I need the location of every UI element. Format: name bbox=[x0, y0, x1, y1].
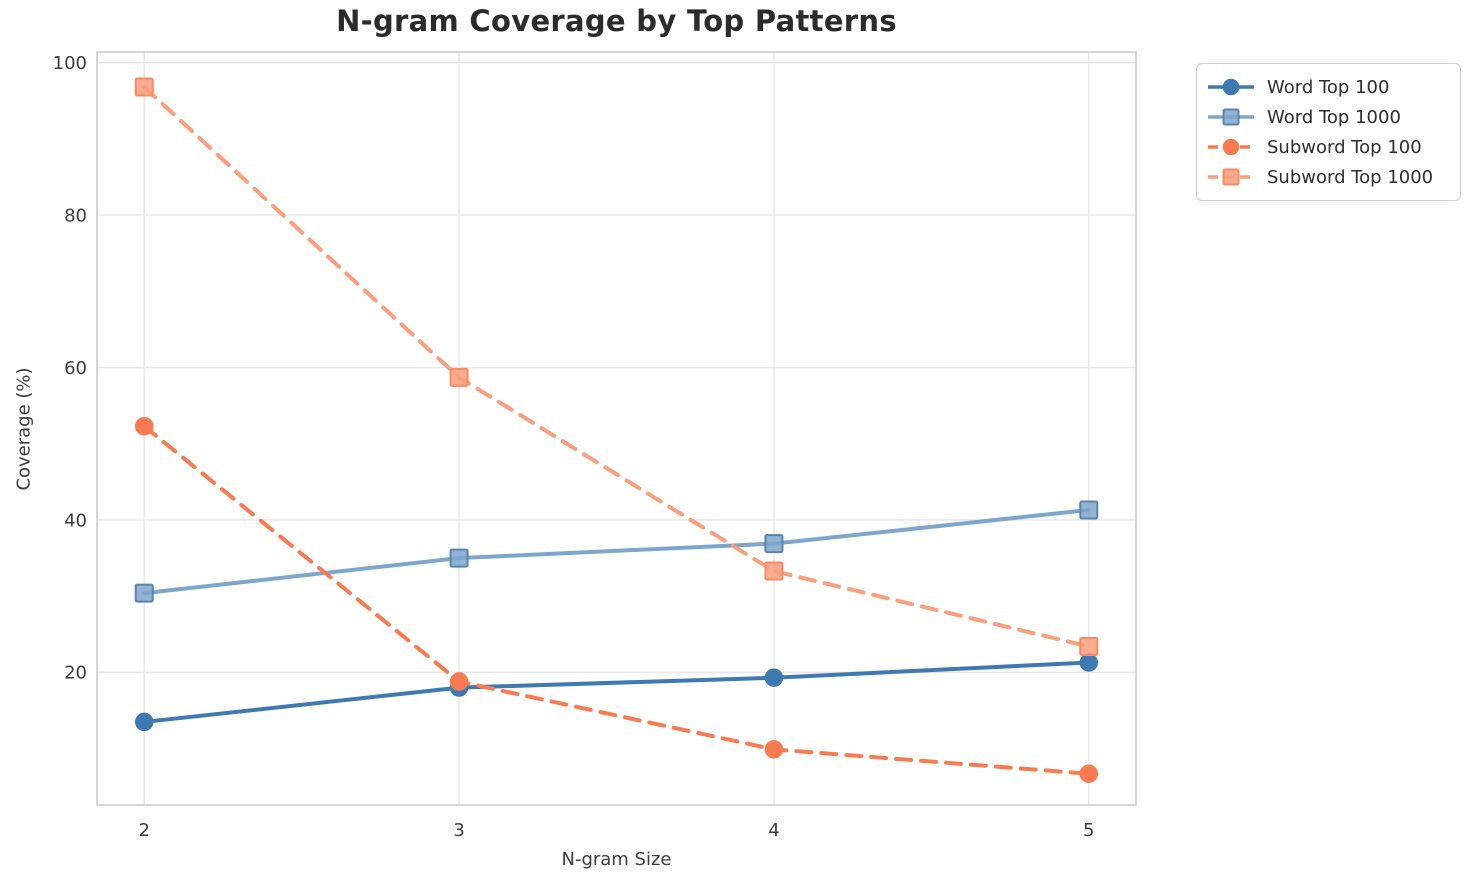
y-tick-label: 40 bbox=[64, 510, 87, 531]
legend-label: Subword Top 1000 bbox=[1267, 166, 1434, 188]
data-point-marker bbox=[1079, 500, 1099, 520]
x-axis-label: N-gram Size bbox=[561, 849, 672, 870]
legend-box: Word Top 100 Word Top 1000 Subword Top 100… bbox=[1196, 63, 1461, 201]
chart-title: N-gram Coverage by Top Patterns bbox=[336, 4, 897, 38]
y-tick-label: 80 bbox=[64, 205, 87, 226]
legend-square-marker-icon bbox=[1208, 168, 1254, 186]
legend-label: Word Top 1000 bbox=[1267, 106, 1401, 128]
legend-circle-marker-icon bbox=[1208, 138, 1254, 156]
data-point-marker bbox=[764, 740, 784, 759]
data-point-marker bbox=[1079, 653, 1099, 672]
data-point-marker bbox=[764, 534, 784, 554]
legend-label: Subword Top 100 bbox=[1267, 136, 1422, 158]
data-point-marker bbox=[134, 583, 154, 603]
legend-circle-marker-icon bbox=[1208, 78, 1254, 96]
y-tick-label: 20 bbox=[64, 663, 87, 684]
y-axis-label: Coverage (%) bbox=[13, 367, 35, 491]
data-point-marker bbox=[1079, 636, 1099, 656]
data-point-marker bbox=[449, 548, 469, 568]
x-tick-label: 2 bbox=[139, 820, 150, 841]
data-point-marker bbox=[134, 77, 154, 97]
data-point-marker bbox=[764, 561, 784, 581]
x-tick-label: 3 bbox=[453, 820, 464, 841]
data-point-marker bbox=[449, 672, 469, 691]
series-line-subword-top-1000 bbox=[142, 85, 1091, 649]
data-point-marker bbox=[764, 668, 784, 687]
series-line-word-top-100 bbox=[142, 660, 1091, 724]
data-point-marker bbox=[449, 367, 469, 387]
y-tick-label: 60 bbox=[64, 358, 87, 379]
y-tick-label: 100 bbox=[53, 53, 87, 74]
plot-border bbox=[96, 51, 1137, 806]
legend-item-word-top-1000: Word Top 1000 bbox=[1207, 103, 1448, 131]
series-line-subword-top-100 bbox=[142, 424, 1091, 776]
legend-square-marker-icon bbox=[1208, 108, 1254, 126]
x-tick-label: 4 bbox=[768, 820, 779, 841]
legend-item-subword-top-100: Subword Top 100 bbox=[1207, 133, 1448, 161]
series-line-word-top-1000 bbox=[142, 508, 1091, 596]
x-tick-label: 5 bbox=[1083, 820, 1094, 841]
data-point-marker bbox=[134, 416, 154, 436]
legend-label: Word Top 100 bbox=[1267, 76, 1390, 98]
data-point-marker bbox=[1079, 764, 1099, 784]
legend-item-word-top-100: Word Top 100 bbox=[1207, 73, 1448, 101]
data-point-marker bbox=[134, 712, 154, 732]
legend-item-subword-top-1000: Subword Top 1000 bbox=[1207, 163, 1448, 191]
